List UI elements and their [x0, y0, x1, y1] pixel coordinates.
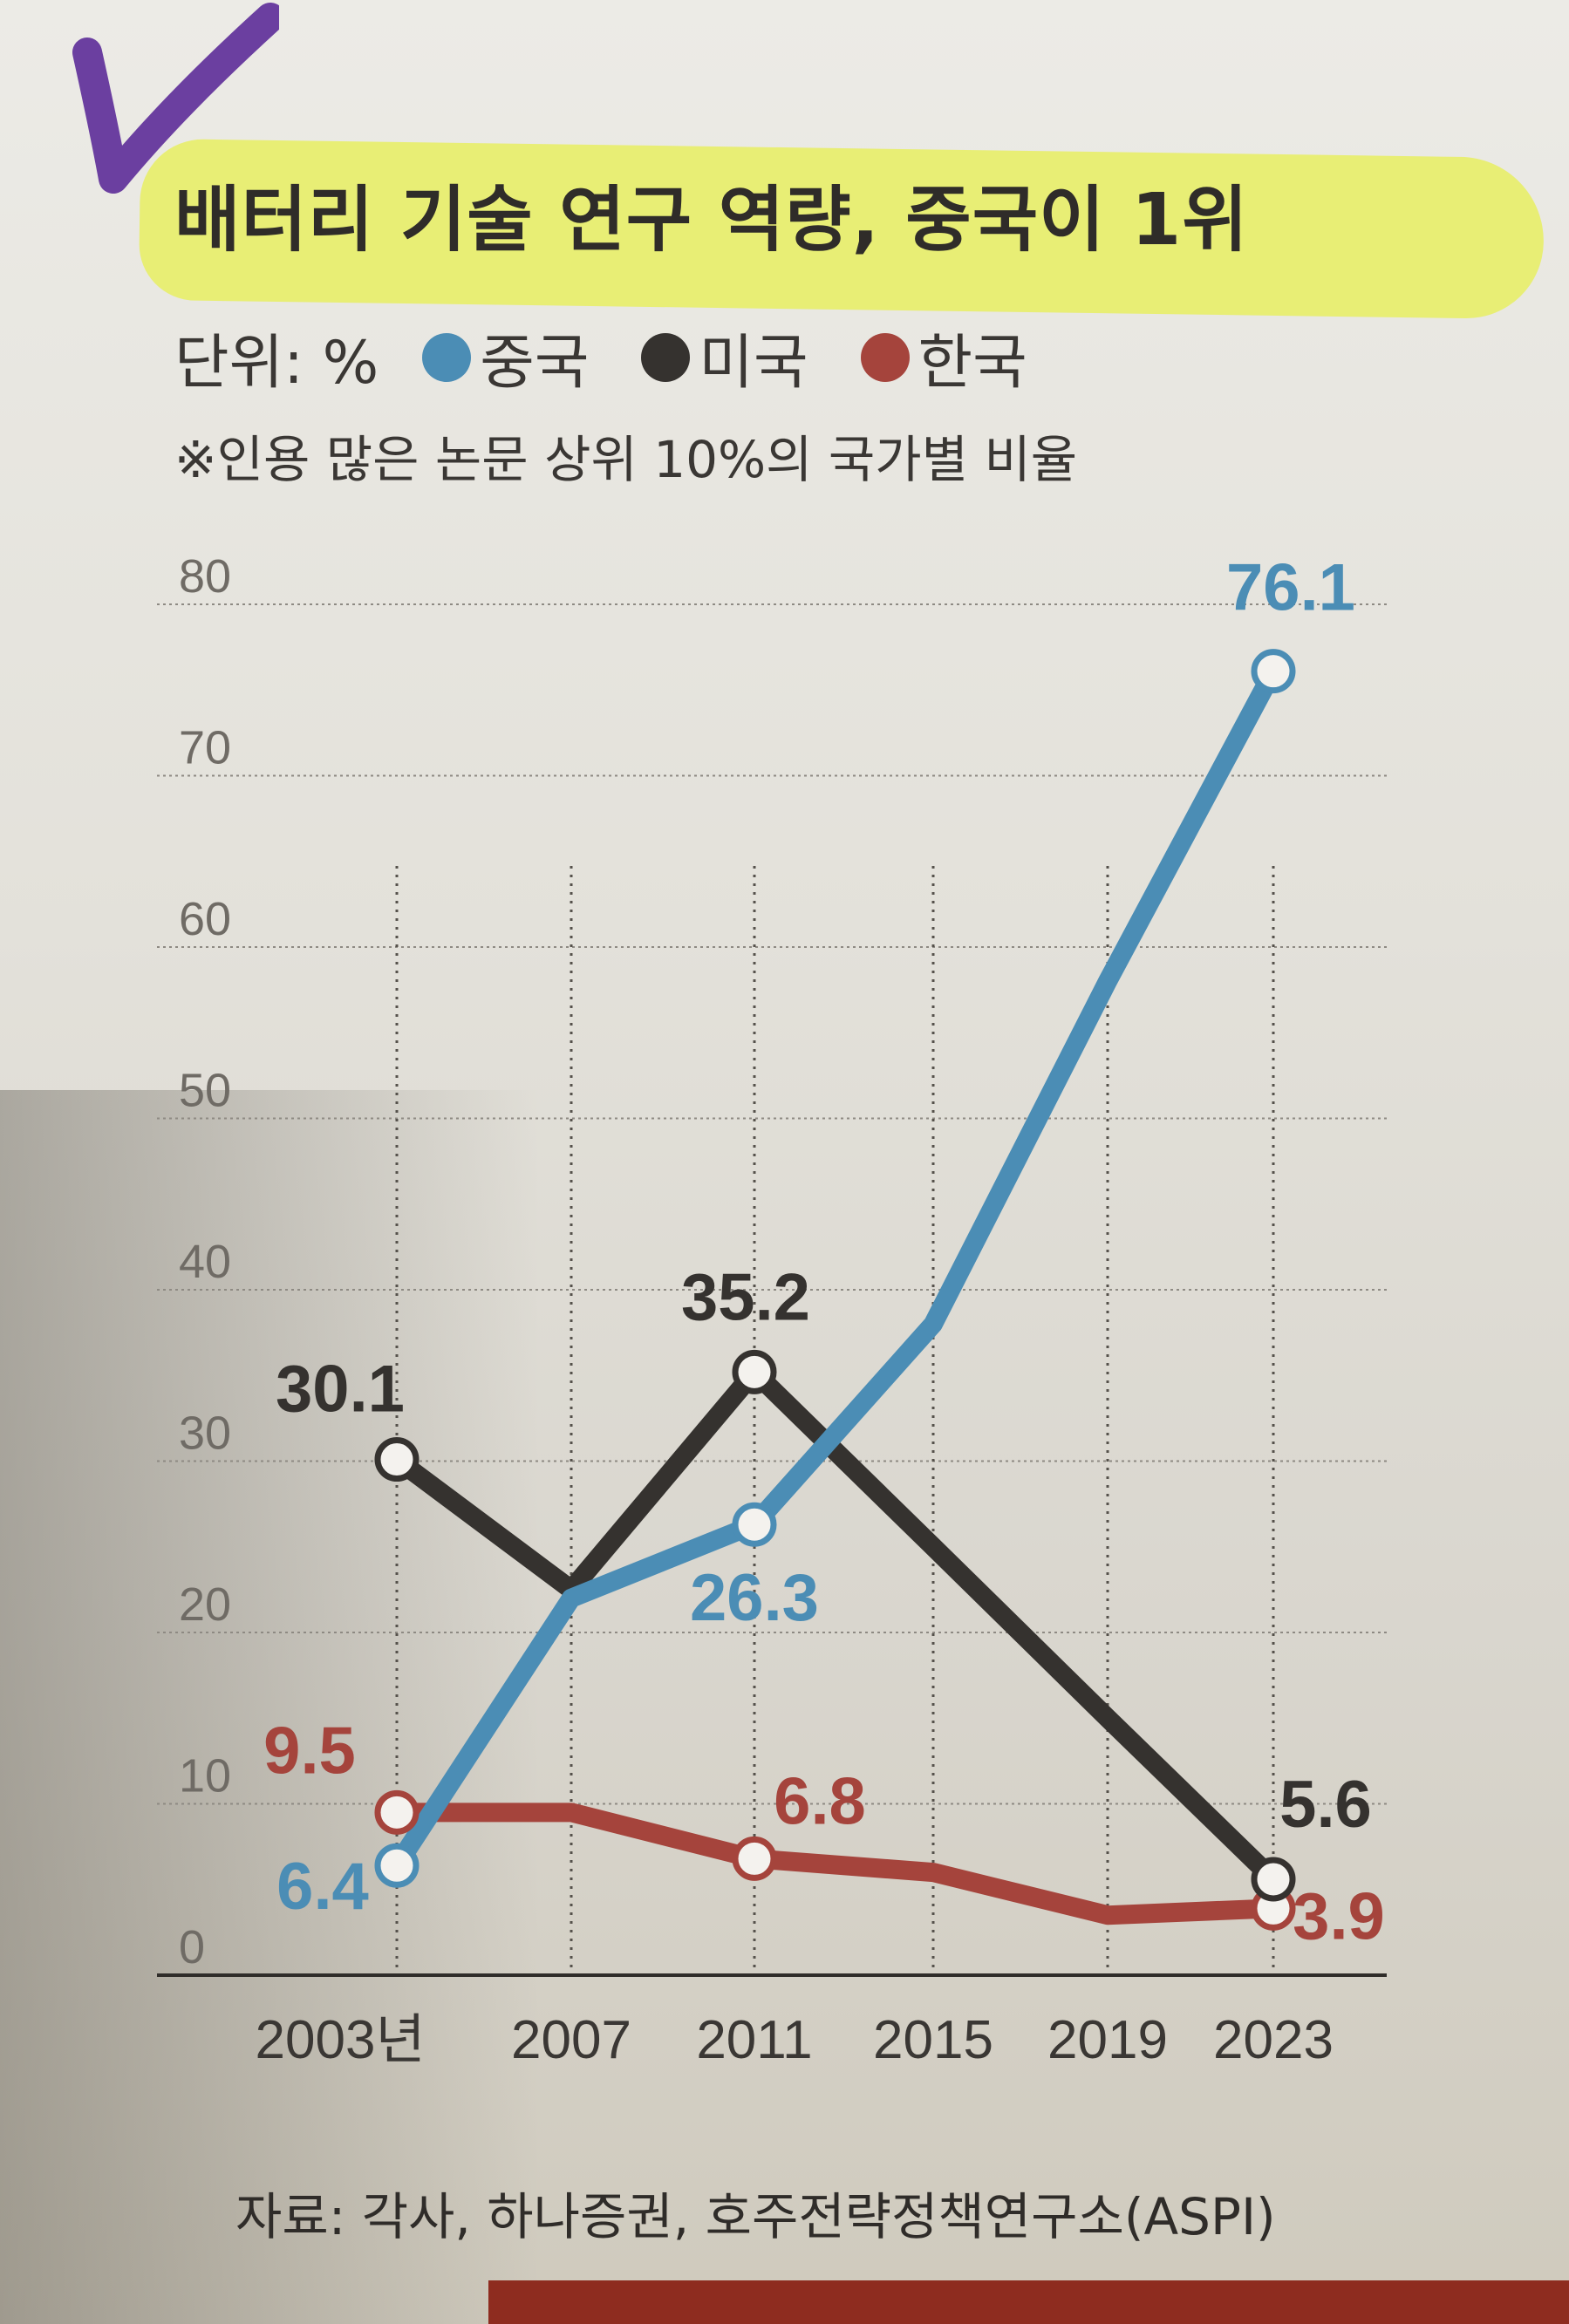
data-point-marker — [732, 1349, 777, 1394]
legend-label-korea: 한국 — [918, 329, 1027, 398]
data-label: 6.4 — [276, 1850, 369, 1924]
unit-label: 단위: % — [174, 329, 379, 398]
legend-label-usa: 미국 — [699, 329, 808, 398]
series-line-0 — [387, 661, 1283, 1876]
data-label: 9.5 — [263, 1714, 356, 1788]
legend-item-korea: 한국 — [860, 314, 1027, 400]
y-tick-label: 70 — [179, 722, 231, 774]
y-tick-label: 20 — [179, 1578, 231, 1631]
legend-dot-usa — [641, 332, 691, 382]
legend-dot-china — [422, 332, 472, 382]
data-point-marker — [374, 1789, 420, 1835]
data-point-marker — [374, 1437, 420, 1482]
data-point-marker — [374, 1843, 420, 1888]
checkmark-icon — [72, 3, 279, 194]
y-tick-label: 40 — [179, 1236, 231, 1288]
data-point-marker — [1251, 1857, 1296, 1902]
data-label: 3.9 — [1293, 1879, 1385, 1953]
x-tick-label: 2019 — [1047, 2010, 1168, 2070]
chart-title: 배터리 기술 연구 역량, 중국이 1위 — [174, 179, 1249, 262]
y-tick-label: 0 — [179, 1921, 205, 1973]
photo-shadow — [0, 1090, 541, 2324]
legend-item-china: 중국 — [422, 314, 589, 400]
y-tick-label: 60 — [179, 893, 231, 945]
y-tick-label: 50 — [179, 1065, 231, 1117]
series-line-2 — [387, 1803, 1283, 1925]
data-point-marker — [732, 1836, 777, 1881]
x-tick-label: 2007 — [511, 2010, 631, 2070]
data-point-marker — [732, 1502, 777, 1547]
data-label: 35.2 — [681, 1260, 810, 1334]
page-bottom-bar — [488, 2280, 1569, 2324]
x-tick-label: 2011 — [696, 2010, 812, 2070]
data-label: 5.6 — [1279, 1768, 1372, 1842]
y-tick-label: 30 — [179, 1407, 231, 1460]
x-tick-label: 2023 — [1213, 2010, 1334, 2070]
source-credit: 자료: 각사, 하나증권, 호주전략정책연구소(ASPI) — [235, 2187, 1276, 2246]
legend: 단위: % 중국 미국 한국 — [174, 314, 1080, 400]
chart-note: ※인용 많은 논문 상위 10%의 국가별 비율 — [174, 430, 1078, 489]
series-line-1 — [387, 1362, 1283, 1889]
legend-dot-korea — [860, 332, 910, 382]
data-point-marker — [1251, 649, 1296, 694]
data-label: 76.1 — [1226, 551, 1355, 625]
data-label: 30.1 — [276, 1353, 405, 1427]
x-tick-label: 2003년 — [256, 2010, 426, 2070]
data-label: 26.3 — [690, 1561, 819, 1635]
x-tick-label: 2015 — [873, 2010, 993, 2070]
legend-label-china: 중국 — [480, 329, 590, 398]
y-tick-label: 10 — [179, 1750, 231, 1803]
legend-item-usa: 미국 — [641, 314, 808, 400]
y-tick-label: 80 — [179, 550, 231, 603]
data-label: 6.8 — [774, 1764, 866, 1838]
